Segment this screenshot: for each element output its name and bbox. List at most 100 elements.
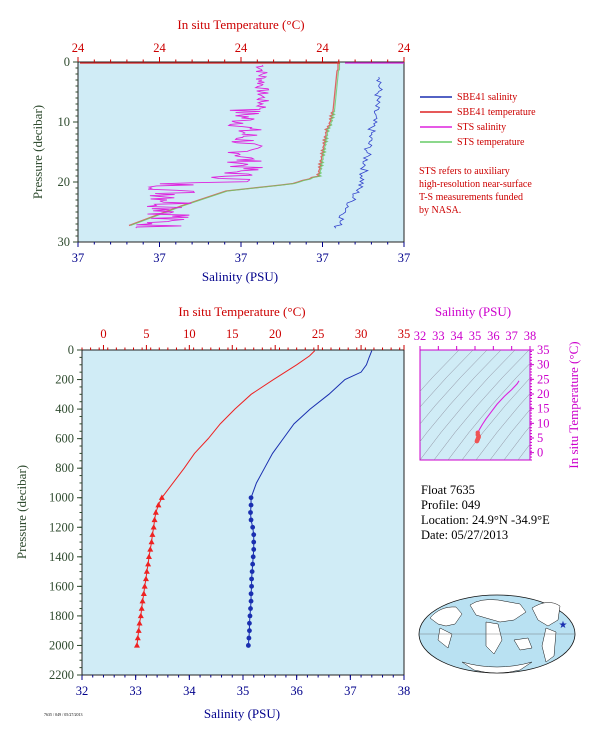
sts-note-line: STS refers to auxiliary [419,166,510,177]
temperature-point [145,561,152,567]
salinity-point [246,635,252,641]
float-info: Float 7635 Profile: 049 Location: 24.9°N… [421,483,550,542]
main-pressure-tick-label: 600 [55,432,74,446]
temperature-point [141,583,148,589]
top-pressure-ticks: 0 10 20 30 [58,55,78,249]
top-salinity-axis-title: Salinity (PSU) [202,269,278,284]
ts-density-contour [447,362,530,460]
location: Location: 24.9°N -34.9°E [421,513,550,527]
ts-discrete-point [474,439,480,444]
main-temp-tick-label: 35 [398,327,411,341]
main-sal-tick-label: 35 [237,684,250,698]
ts-plot-area [419,349,531,461]
temperature-point [155,501,162,508]
sts-note: STS refers to auxiliary high-resolution n… [419,166,532,216]
salinity-point [251,532,257,538]
top-sal-tick-label: 37 [153,251,166,265]
top-temp-tick-label: 24 [72,41,85,55]
temperature-point [145,553,152,560]
top-sal-tick-label: 37 [235,251,248,265]
top-salinity-ticks: 37 37 37 37 37 [72,242,411,265]
temperature-point [133,642,140,648]
ts-temp-tick-label: 10 [537,416,550,430]
float-location-star-icon: ★ [559,620,568,631]
top-profile-chart: In situ Temperature (°C) 24 24 24 24 24 37 37… [30,17,411,284]
main-temp-tick-label: 5 [143,327,149,341]
legend-label-sts-temperature: STS temperature [457,137,525,148]
ts-density-contour [420,350,460,392]
main-pressure-tick-label: 800 [55,461,74,475]
main-plot-area [81,349,405,676]
main-temp-tick-label: 20 [269,327,282,341]
salinity-point [247,628,252,634]
ts-density-contour [461,377,530,460]
salinity-point [248,591,254,597]
ts-density-contour [420,350,474,408]
salinity-point [248,598,254,604]
temperature-point [143,568,150,574]
ts-sal-tick-label: 38 [524,329,537,343]
salinity-point [248,502,254,508]
temperature-point [150,524,157,530]
salinity-point [249,569,255,574]
ts-density-contour [420,350,516,460]
top-temp-tick-label: 24 [316,41,329,55]
ts-sal-tick-label: 36 [487,329,500,343]
top-pressure-tick-label: 10 [58,115,71,129]
temperature-point [140,590,147,596]
salinity-point [247,613,253,619]
temperature-profile-line [161,350,316,499]
temperature-point [147,546,154,552]
temperature-point [148,538,155,545]
top-sal-tick-label: 37 [316,251,329,265]
top-pressure-axis-title: Pressure (decibar) [30,105,45,199]
main-pressure-axis-title: Pressure (decibar) [14,465,29,559]
main-salinity-ticks: 32 33 34 35 36 37 38 [76,675,410,698]
main-pressure-ticks: 0 200 400 600 800 1000 1200 1400 1600 1800 2000 220… [49,343,82,682]
main-pressure-tick-label: 200 [55,373,74,387]
ts-density-contour [420,350,488,425]
top-pressure-tick-label: 30 [58,235,71,249]
top-temp-tick-label: 24 [398,41,411,55]
top-profile-curves [80,62,404,229]
temperature-point [138,605,145,611]
ts-density-contour [420,350,502,442]
main-pressure-tick-label: 2000 [49,638,74,652]
top-temp-tick-label: 24 [153,41,166,55]
footer-id: 7635 / 049 / 05/27/2013 [44,712,82,717]
temperature-point [152,509,159,515]
main-temperature-ticks: 0 5 10 15 20 25 30 35 [81,327,411,350]
main-pressure-tick-label: 0 [68,343,74,357]
sts-salinity-line [135,64,270,229]
salinity-point [249,576,254,582]
ts-sal-tick-label: 33 [432,329,445,343]
ts-temp-tick-label: 25 [537,372,550,386]
ts-temp-tick-label: 20 [537,387,550,401]
legend-label-sts-salinity: STS salinity [457,122,506,133]
main-pressure-tick-label: 1600 [49,579,74,593]
ts-sal-tick-label: 34 [450,329,463,343]
main-temp-tick-label: 25 [312,327,325,341]
main-profile-chart: In situ Temperature (°C) 0 5 10 15 20 25 30 35 … [14,304,410,721]
main-profile-curves [133,350,373,648]
ts-temperature-axis-title: In situ Temperature (°C) [566,341,581,468]
top-pressure-tick-label: 20 [58,175,71,189]
date: Date: 05/27/2013 [421,528,508,542]
ts-temp-tick-label: 30 [537,358,550,372]
ts-curve-line [477,380,520,433]
temperature-point [151,516,158,523]
salinity-point [250,561,256,567]
ts-density-contours [420,350,530,460]
top-sal-tick-label: 37 [398,251,411,265]
sts-temperature-line [130,62,341,227]
main-temp-tick-label: 15 [226,327,239,341]
main-sal-tick-label: 32 [76,684,89,698]
top-temperature-ticks: 24 24 24 24 24 [72,41,411,62]
salinity-point [250,524,256,530]
ts-temp-tick-label: 35 [537,343,550,357]
map-continents [429,599,561,674]
ts-density-contour [517,443,530,460]
salinity-point [248,510,253,515]
sts-note-line: T-S measurements funded [419,192,523,203]
